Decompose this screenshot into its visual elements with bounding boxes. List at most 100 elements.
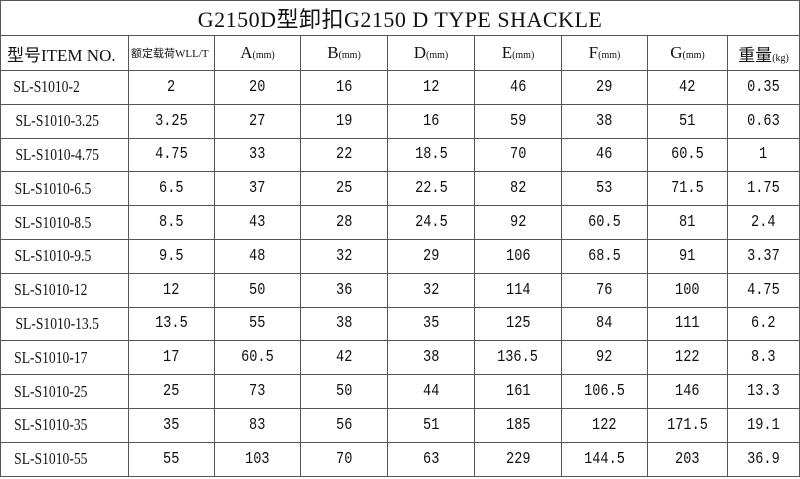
cell-text: 81 — [679, 213, 696, 233]
value-cell: 3.25 — [128, 103, 215, 139]
cell-text: 36 — [335, 280, 353, 300]
column-header: G(mm) — [647, 35, 728, 71]
cell-text: 4.75 — [747, 280, 780, 300]
value-cell: 53 — [561, 171, 648, 207]
column-header-label: G — [670, 43, 683, 62]
cell-text: 36.9 — [747, 449, 780, 469]
value-cell: 92 — [474, 205, 562, 240]
value-cell: 122 — [561, 407, 648, 443]
cell-text: SL-S1010-9.5 — [14, 246, 92, 266]
cell-text: 33 — [249, 145, 266, 165]
column-header: E(mm) — [474, 35, 562, 71]
cell-text: 73 — [249, 382, 266, 402]
column-header-unit: (mm) — [682, 50, 705, 61]
value-cell: 8.5 — [128, 205, 215, 240]
value-cell: 82 — [474, 171, 562, 207]
cell-text: 122 — [675, 348, 700, 368]
cell-text: 42 — [679, 77, 696, 97]
value-cell: 84 — [561, 306, 648, 342]
cell-text: 51 — [679, 111, 696, 131]
cell-text: 25 — [163, 382, 180, 402]
column-header-label: D — [413, 43, 427, 62]
cell-text: 0.35 — [747, 77, 780, 97]
cell-text: 8.5 — [159, 213, 184, 233]
cell-text: 29 — [422, 246, 440, 266]
value-cell: 16 — [387, 103, 475, 139]
value-cell: 16 — [300, 70, 388, 105]
value-cell: 3.37 — [726, 238, 800, 274]
cell-text: 70 — [335, 449, 353, 469]
value-cell: 60.5 — [647, 137, 728, 173]
cell-text: 12 — [163, 280, 180, 300]
cell-text: 92 — [596, 348, 613, 368]
column-header-label: 额定载荷WLL/T — [131, 48, 209, 60]
value-cell: 18.5 — [387, 137, 475, 173]
column-header: 重量(kg) — [726, 35, 800, 71]
value-cell: 46 — [561, 137, 648, 173]
model-cell: SL-S1010-55 — [0, 441, 129, 477]
value-cell: 35 — [387, 306, 475, 342]
table-row: SL-S1010-13.5 13.5 55 38 35 125 84 111 6.2 — [0, 306, 800, 342]
cell-text: 60.5 — [671, 145, 704, 165]
value-cell: 36 — [300, 272, 388, 308]
cell-text: 82 — [509, 179, 527, 199]
value-cell: 70 — [300, 441, 388, 477]
cell-text: 83 — [249, 415, 266, 435]
cell-text: SL-S1010-55 — [14, 449, 88, 469]
value-cell: 38 — [300, 306, 388, 342]
value-cell: 29 — [561, 70, 648, 105]
cell-text: 63 — [422, 449, 440, 469]
cell-text: 114 — [505, 280, 531, 300]
cell-text: 6.2 — [751, 314, 776, 334]
column-header: 额定载荷WLL/T — [128, 35, 215, 71]
value-cell: 103 — [214, 441, 301, 477]
column-header-unit: (mm) — [252, 50, 275, 61]
cell-text: 203 — [675, 449, 700, 469]
value-cell: 73 — [214, 374, 301, 409]
cell-text: 59 — [509, 111, 527, 131]
value-cell: 6.2 — [726, 306, 800, 342]
cell-text: 37 — [249, 179, 266, 199]
value-cell: 185 — [474, 407, 562, 443]
column-header-unit: (kg) — [772, 52, 789, 64]
header-row: 型号ITEM NO. 额定载荷WLL/T A(mm) B(mm) D(mm) E(mm) F… — [0, 35, 800, 71]
cell-text: 19 — [335, 111, 353, 131]
cell-text: 161 — [505, 382, 531, 402]
value-cell: 60.5 — [561, 205, 648, 240]
table-row: SL-S1010-17 17 60.5 42 38 136.5 92 122 8.3 — [0, 340, 800, 376]
model-cell: SL-S1010-2 — [0, 70, 129, 105]
value-cell: 171.5 — [647, 407, 728, 443]
value-cell: 42 — [647, 70, 728, 105]
table-row: SL-S1010-8.5 8.5 43 28 24.5 92 60.5 81 2.4 — [0, 205, 800, 240]
cell-text: SL-S1010-25 — [14, 381, 88, 401]
cell-text: 76 — [596, 280, 613, 300]
value-cell: 43 — [214, 205, 301, 240]
cell-text: 2 — [167, 77, 176, 97]
cell-text: 22.5 — [414, 179, 448, 199]
cell-text: 32 — [335, 246, 353, 266]
value-cell: 27 — [214, 103, 301, 139]
cell-text: 9.5 — [159, 246, 184, 266]
column-header-label: 型号ITEM NO. — [7, 45, 116, 65]
value-cell: 50 — [300, 374, 388, 409]
cell-text: 171.5 — [667, 415, 708, 435]
cell-text: 12 — [422, 77, 440, 97]
cell-text: 92 — [509, 213, 527, 233]
cell-text: 42 — [335, 348, 353, 368]
value-cell: 24.5 — [387, 205, 475, 240]
cell-text: 46 — [596, 145, 613, 165]
cell-text: 91 — [679, 246, 696, 266]
column-header-unit: (mm) — [598, 50, 621, 61]
value-cell: 55 — [128, 441, 215, 477]
value-cell: 17 — [128, 340, 215, 376]
value-cell: 12 — [387, 70, 475, 105]
cell-text: 70 — [509, 145, 527, 165]
cell-text: 25 — [335, 179, 353, 199]
model-cell: SL-S1010-8.5 — [0, 205, 129, 240]
table-row: SL-S1010-25 25 73 50 44 161 106.5 146 13.3 — [0, 374, 800, 409]
cell-text: SL-S1010-17 — [14, 347, 88, 367]
table-row: SL-S1010-35 35 83 56 51 185 122 171.5 19.1 — [0, 407, 800, 443]
value-cell: 125 — [474, 306, 562, 342]
cell-text: 17 — [163, 348, 180, 368]
cell-text: 1 — [759, 145, 768, 165]
